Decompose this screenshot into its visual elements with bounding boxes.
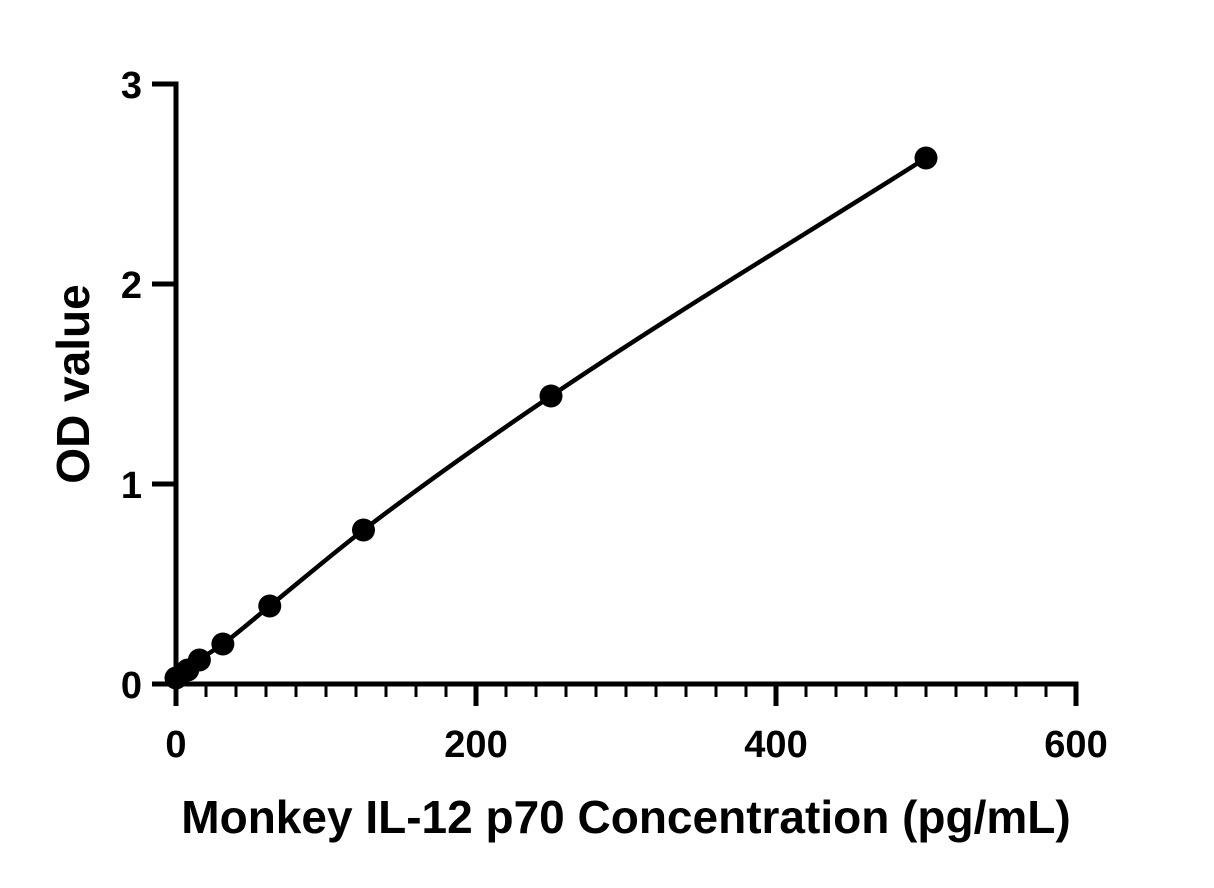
y-tick-label: 2 (121, 265, 142, 307)
y-tick-label: 0 (121, 665, 142, 707)
ticks: 0 200 400 600 0 1 2 3 (121, 65, 1108, 766)
data-point (352, 518, 375, 542)
y-tick-label: 3 (121, 65, 142, 107)
x-tick-label: 0 (165, 724, 186, 766)
axes (173, 81, 1079, 687)
fit-curve-layer (174, 156, 928, 680)
y-tick-label: 1 (121, 465, 142, 507)
x-axis-title: Monkey IL-12 p70 Concentration (pg/mL) (181, 791, 1070, 843)
data-point (914, 146, 938, 170)
x-tick-label: 400 (744, 724, 807, 766)
data-points (164, 146, 938, 690)
y-axis-title: OD value (47, 284, 99, 483)
data-point (187, 648, 211, 672)
data-point (258, 594, 282, 618)
data-point (211, 632, 235, 656)
x-tick-label: 600 (1044, 724, 1107, 766)
x-tick-label: 200 (444, 724, 507, 766)
fit-curve (174, 156, 928, 680)
data-point (539, 384, 563, 408)
